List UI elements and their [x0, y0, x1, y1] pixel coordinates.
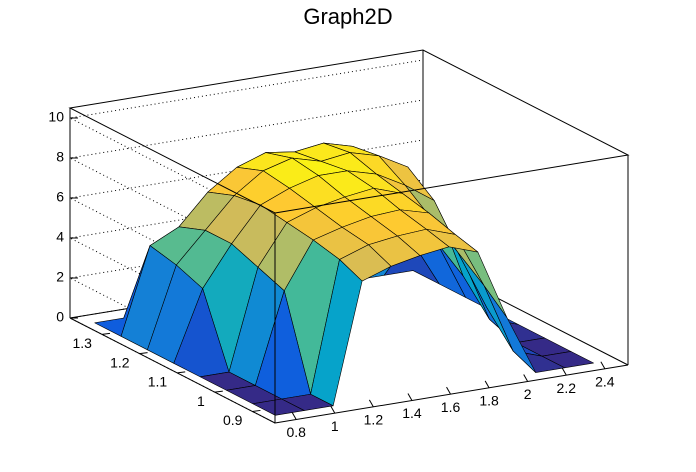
- tick-mark: [561, 367, 567, 376]
- y-tick-label: 1.3: [73, 335, 93, 351]
- z-tick-label: 2: [56, 269, 64, 285]
- y-tick-label: 1.2: [110, 354, 130, 370]
- box-edge: [69, 317, 276, 424]
- box-top: [68, 49, 630, 214]
- tick-mark: [252, 409, 261, 412]
- x-tick-label: 0.8: [286, 424, 306, 440]
- grid-line: [68, 59, 424, 224]
- z-tick-label: 8: [56, 149, 64, 165]
- tick-mark: [139, 352, 148, 355]
- box-edge: [274, 364, 629, 424]
- chart-title: Graph2D: [303, 4, 392, 29]
- z-tick-label: 4: [56, 229, 64, 245]
- y-tick-label: 1: [197, 393, 205, 409]
- tick-mark: [214, 390, 223, 393]
- surface-cell: [252, 398, 305, 416]
- tick-mark: [291, 412, 297, 420]
- x-tick-label: 1.4: [402, 405, 422, 421]
- z-tick-label: 10: [48, 109, 64, 125]
- x-tick-label: 1: [331, 418, 339, 434]
- x-tick-label: 2.4: [595, 374, 615, 390]
- tick-mark: [368, 399, 374, 408]
- tick-mark: [177, 371, 186, 374]
- tick-mark: [484, 380, 490, 389]
- z-tick-label: 6: [56, 189, 64, 205]
- z-tick-label: 0: [56, 309, 64, 325]
- tick-mark: [446, 386, 451, 395]
- y-tick-label: 1.1: [148, 374, 168, 390]
- y-tick-label: 0.9: [223, 412, 243, 428]
- x-tick-label: 1.8: [479, 393, 499, 409]
- tick-mark: [330, 405, 336, 414]
- x-tick-label: 1.2: [364, 412, 384, 428]
- x-tick-label: 2.2: [557, 380, 577, 396]
- tick-mark: [101, 332, 111, 335]
- tick-mark: [523, 374, 529, 382]
- x-tick-label: 1.6: [441, 399, 461, 415]
- tick-mark: [407, 393, 413, 401]
- tick-mark: [600, 361, 606, 370]
- x-tick-label: 2: [524, 386, 532, 402]
